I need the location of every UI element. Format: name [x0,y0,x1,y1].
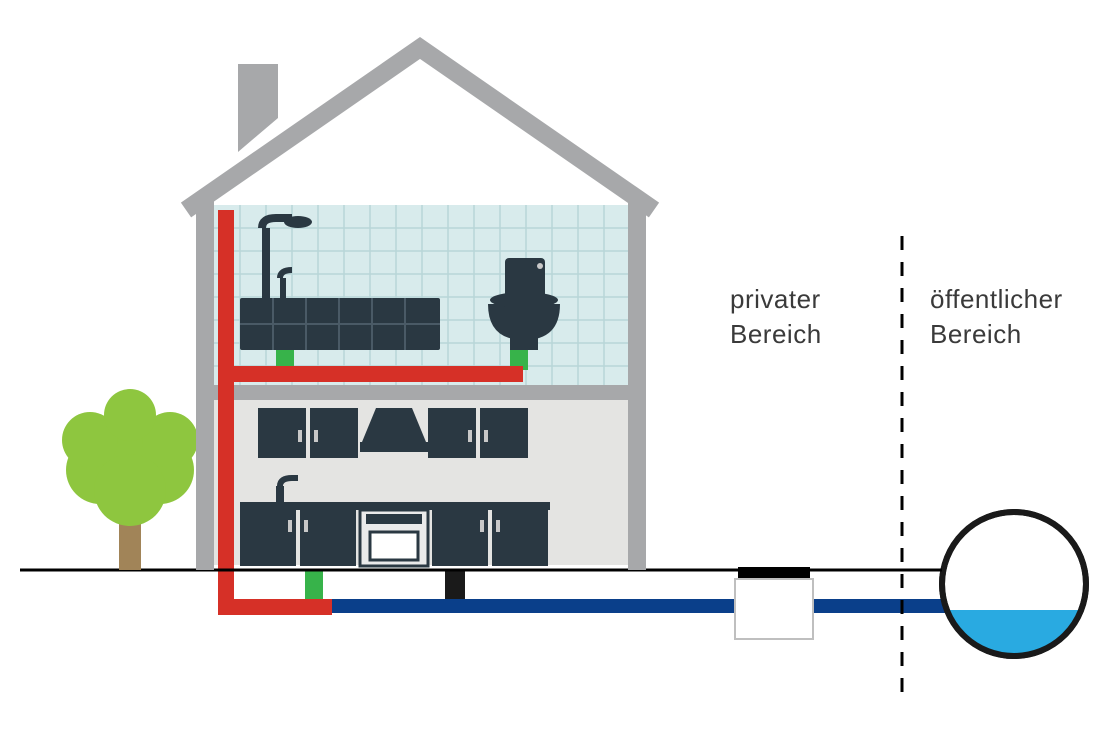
inspection-box [735,579,813,639]
green-drain-ground-1 [305,570,323,600]
green-drain-ground-2 [445,570,465,600]
label-public-line2: Bereich [930,319,1022,349]
label-public-line1: öffentlicher [930,284,1063,314]
red-pipe-vertical [218,210,234,370]
sewer-main [942,512,1086,658]
label-private-line2: Bereich [730,319,822,349]
tree-icon [62,389,198,570]
floor-divider [214,385,628,400]
label-private-line1: privater [730,284,821,314]
label-private: privater Bereich [730,282,822,352]
label-public: öffentlicher Bereich [930,282,1063,352]
